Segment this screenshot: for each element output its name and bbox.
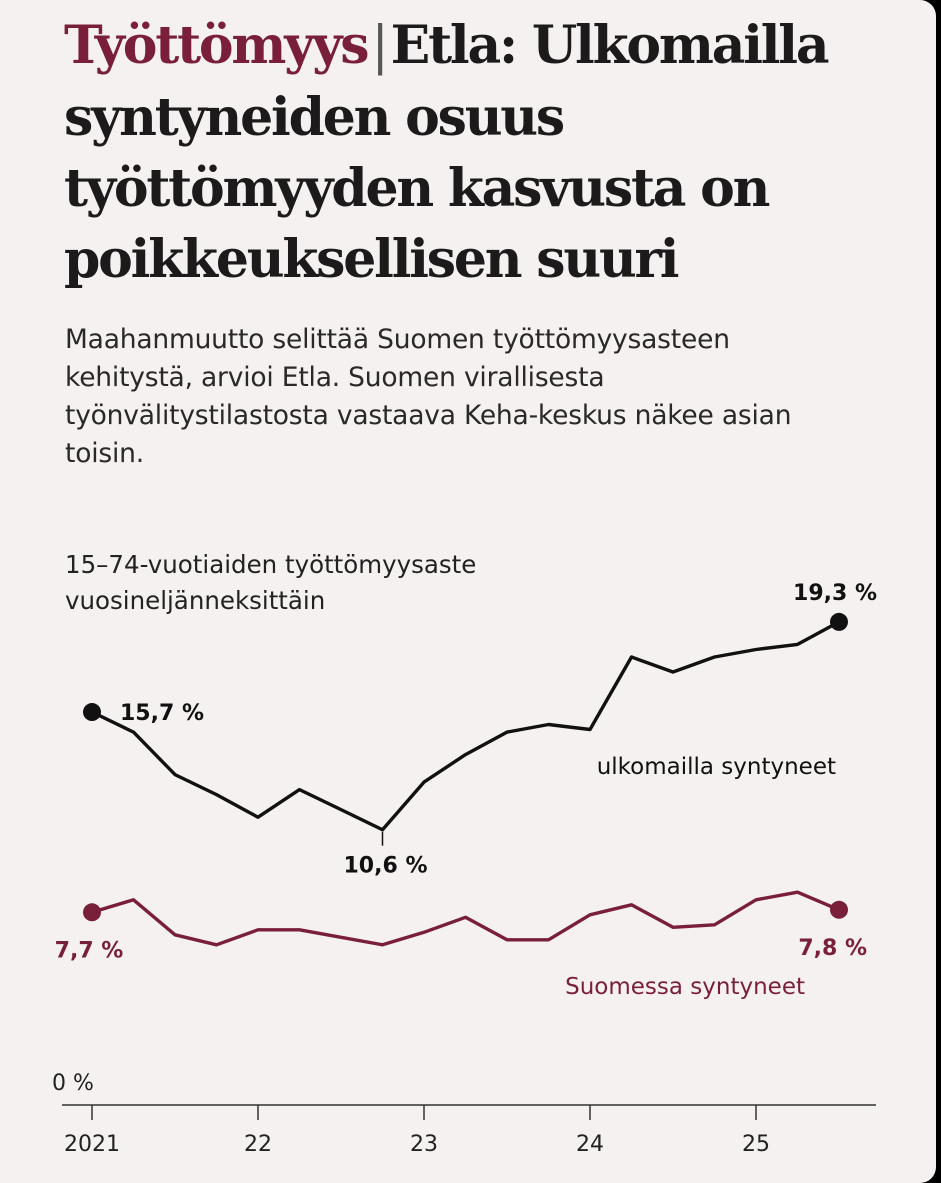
- headline: Työttömyys|Etla: Ulkomailla syntyneiden …: [64, 10, 894, 295]
- foreign-born-min-label: 10,6 %: [344, 854, 428, 879]
- foreign-born-start-point: [83, 703, 101, 722]
- x-tick-label: 25: [742, 1132, 770, 1157]
- foreign-born-end-point: [830, 612, 848, 631]
- chart-title: 15–74-vuotiaiden työttömyysaste vuosinel…: [65, 547, 665, 619]
- x-tick-label: 24: [576, 1132, 604, 1157]
- foreign-born-end-label: 19,3 %: [793, 581, 877, 606]
- series-line-finnish-born: [90, 890, 841, 947]
- headline-kicker: Työttömyys: [64, 15, 370, 76]
- x-tick-label: 2021: [64, 1132, 120, 1157]
- headline-title: Etla: Ulkomailla syntyneiden osuus tyött…: [64, 15, 830, 290]
- series-name-finnish-born: Suomessa syntyneet: [565, 974, 805, 1000]
- chart-title-line1: 15–74-vuotiaiden työttömyysaste: [65, 550, 477, 579]
- finnish-born-start-point: [83, 903, 101, 922]
- series-name-foreign-born: ulkomailla syntyneet: [597, 754, 836, 780]
- series-line-foreign-born: [90, 620, 841, 832]
- y-zero-label: 0 %: [52, 1071, 94, 1096]
- headline-separator: |: [371, 16, 389, 76]
- x-tick-label: 23: [410, 1132, 438, 1157]
- finnish-born-end-label: 7,8 %: [798, 936, 867, 961]
- chart-title-line2: vuosineljänneksittäin: [65, 586, 326, 615]
- lede-text: Maahanmuutto selittää Suomen työttömyysa…: [65, 324, 792, 469]
- finnish-born-end-point: [830, 900, 848, 919]
- foreign-born-start-label: 15,7 %: [120, 701, 204, 726]
- finnish-born-start-label: 7,7 %: [55, 938, 124, 963]
- x-tick-label: 22: [244, 1132, 272, 1157]
